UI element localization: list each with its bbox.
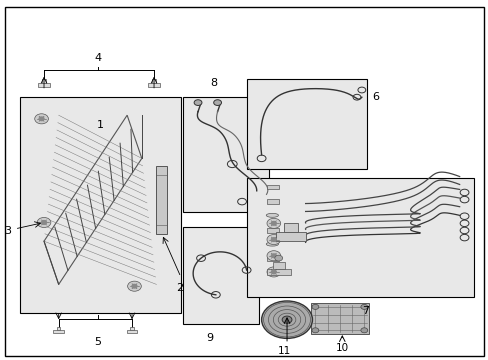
Bar [152,79,156,83]
Bar [310,303,368,334]
Circle shape [271,221,276,225]
Bar [20,97,181,313]
Text: 6: 6 [372,92,379,102]
Bar [156,166,167,234]
Circle shape [266,251,280,261]
Circle shape [35,114,48,124]
Circle shape [282,316,291,323]
Circle shape [41,221,46,224]
Text: 11: 11 [277,346,291,356]
Ellipse shape [265,242,278,246]
Circle shape [266,267,280,277]
Bar [246,79,366,169]
Text: 10: 10 [335,343,348,353]
Circle shape [132,284,137,288]
Text: 5: 5 [94,337,101,347]
Bar [183,97,268,212]
Bar [272,262,285,269]
Bar [266,185,278,189]
Text: 1: 1 [97,120,103,130]
Bar [126,330,137,333]
Circle shape [311,328,318,333]
Circle shape [261,301,312,338]
Text: 4: 4 [94,53,101,63]
Text: 2: 2 [176,283,183,293]
Text: 9: 9 [206,333,213,343]
Ellipse shape [265,213,278,217]
Bar [266,269,290,275]
Bar [276,232,305,241]
Bar [266,228,278,233]
Circle shape [266,218,280,228]
Bar [246,178,473,297]
Text: 7: 7 [361,306,368,316]
Circle shape [213,100,221,105]
Circle shape [266,234,280,244]
Circle shape [311,304,318,309]
Circle shape [271,270,276,274]
Circle shape [37,217,51,228]
Circle shape [360,304,367,309]
Bar [57,327,61,330]
Bar [266,257,278,261]
Circle shape [271,254,276,257]
Circle shape [194,100,202,105]
Text: 8: 8 [209,78,217,88]
Bar [130,327,134,330]
Bar [42,79,46,83]
Bar [53,330,64,333]
Bar [266,199,278,204]
Circle shape [274,255,282,261]
Circle shape [360,328,367,333]
Bar [183,227,259,324]
Circle shape [127,281,141,291]
Text: 3: 3 [4,226,11,236]
Bar [38,83,50,87]
Circle shape [271,238,276,241]
Bar [283,223,298,232]
Bar [147,83,160,87]
Circle shape [39,117,44,121]
